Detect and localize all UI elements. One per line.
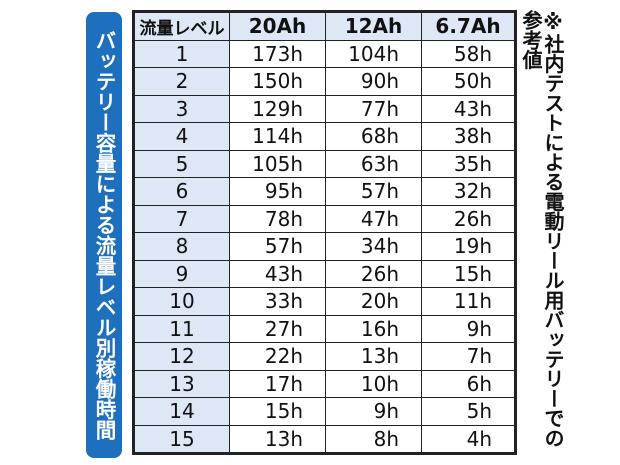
runtime-cell: 5h [421,397,516,426]
table-row: 2 150h 90h 50h [133,67,516,96]
runtime-cell: 63h [325,149,422,178]
runtime-cell: 47h [325,204,422,233]
runtime-cell: 13h [229,424,326,454]
runtime-cell: 7h [421,342,516,371]
table-row: 6 95h 57h 32h [133,177,516,206]
runtime-cell: 17h [229,369,326,398]
title-banner: バッテリー容量による流量レベル別稼働時間 [86,12,122,458]
runtime-cell: 19h [421,232,516,261]
runtime-cell: 6h [421,369,516,398]
runtime-table: 流量レベル 20Ah 12Ah 6.7Ah 1 173h 104h 58h 2 150h 9… [132,10,517,455]
flow-level-cell: 6 [133,177,230,206]
runtime-cell: 95h [229,177,326,206]
runtime-cell: 68h [325,122,422,151]
runtime-cell: 27h [229,314,326,343]
runtime-cell: 9h [325,397,422,426]
runtime-cell: 50h [421,67,516,96]
runtime-cell: 173h [229,39,326,68]
table-row: 8 57h 34h 19h [133,232,516,261]
runtime-cell: 34h [325,232,422,261]
flow-level-cell: 2 [133,67,230,96]
flow-level-cell: 11 [133,314,230,343]
runtime-cell: 43h [229,259,326,288]
runtime-cell: 22h [229,342,326,371]
flow-level-cell: 3 [133,94,230,123]
runtime-cell: 26h [325,259,422,288]
header-6-7ah: 6.7Ah [421,11,516,41]
flow-level-cell: 4 [133,122,230,151]
runtime-cell: 15h [421,259,516,288]
runtime-cell: 150h [229,67,326,96]
flow-level-cell: 12 [133,342,230,371]
runtime-cell: 16h [325,314,422,343]
runtime-cell: 33h [229,287,326,316]
runtime-cell: 57h [229,232,326,261]
runtime-cell: 57h [325,177,422,206]
runtime-cell: 4h [421,424,516,454]
table-row: 14 15h 9h 5h [133,397,516,426]
runtime-cell: 13h [325,342,422,371]
header-20ah: 20Ah [229,11,326,41]
table-row: 11 27h 16h 9h [133,314,516,343]
table-row: 1 173h 104h 58h [133,39,516,68]
table-row: 10 33h 20h 11h [133,287,516,316]
runtime-cell: 8h [325,424,422,454]
table-row: 7 78h 47h 26h [133,204,516,233]
flow-level-cell: 8 [133,232,230,261]
footnote: ※社内テストによる電動リール用バッテリーでの参考値 [519,10,565,448]
runtime-cell: 105h [229,149,326,178]
runtime-cell: 15h [229,397,326,426]
runtime-cell: 78h [229,204,326,233]
runtime-cell: 38h [421,122,516,151]
table-row: 4 114h 68h 38h [133,122,516,151]
table-header-row: 流量レベル 20Ah 12Ah 6.7Ah [133,11,516,41]
runtime-cell: 9h [421,314,516,343]
table-row: 5 105h 63h 35h [133,149,516,178]
runtime-cell: 129h [229,94,326,123]
runtime-cell: 26h [421,204,516,233]
runtime-cell: 77h [325,94,422,123]
table-row: 12 22h 13h 7h [133,342,516,371]
flow-level-cell: 5 [133,149,230,178]
table-row: 13 17h 10h 6h [133,369,516,398]
runtime-cell: 20h [325,287,422,316]
table-row: 3 129h 77h 43h [133,94,516,123]
header-flow-level: 流量レベル [133,11,230,41]
flow-level-cell: 13 [133,369,230,398]
flow-level-cell: 9 [133,259,230,288]
header-12ah: 12Ah [325,11,422,41]
runtime-cell: 10h [325,369,422,398]
runtime-cell: 58h [421,39,516,68]
flow-level-cell: 10 [133,287,230,316]
runtime-cell: 43h [421,94,516,123]
flow-level-cell: 14 [133,397,230,426]
runtime-cell: 35h [421,149,516,178]
flow-level-cell: 7 [133,204,230,233]
table-row: 9 43h 26h 15h [133,259,516,288]
runtime-cell: 11h [421,287,516,316]
flow-level-cell: 15 [133,424,230,454]
table-row: 15 13h 8h 4h [133,424,516,454]
runtime-cell: 104h [325,39,422,68]
runtime-cell: 32h [421,177,516,206]
flow-level-cell: 1 [133,39,230,68]
runtime-cell: 114h [229,122,326,151]
runtime-cell: 90h [325,67,422,96]
